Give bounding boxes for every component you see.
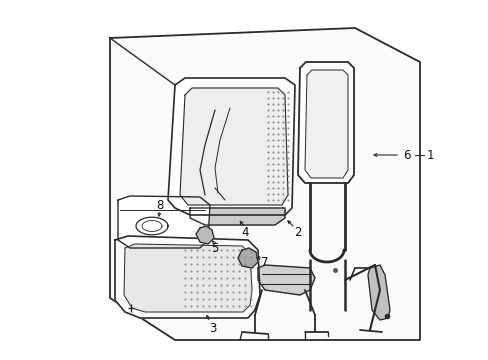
Text: 3: 3: [209, 321, 216, 334]
Polygon shape: [115, 236, 260, 318]
Polygon shape: [367, 265, 389, 320]
Text: 1: 1: [426, 149, 433, 162]
Text: 4: 4: [241, 225, 248, 239]
Polygon shape: [124, 244, 251, 312]
Polygon shape: [238, 248, 258, 268]
Polygon shape: [168, 78, 294, 215]
Polygon shape: [258, 265, 314, 295]
Text: 7: 7: [261, 256, 268, 269]
Polygon shape: [297, 62, 353, 183]
Text: 5: 5: [211, 242, 218, 255]
Polygon shape: [190, 208, 285, 225]
Polygon shape: [180, 88, 287, 205]
Polygon shape: [110, 28, 419, 340]
Polygon shape: [118, 196, 209, 248]
Polygon shape: [305, 70, 347, 178]
Polygon shape: [196, 226, 214, 244]
Text: 2: 2: [294, 225, 301, 239]
Text: 6: 6: [403, 149, 410, 162]
Text: 8: 8: [156, 198, 163, 212]
